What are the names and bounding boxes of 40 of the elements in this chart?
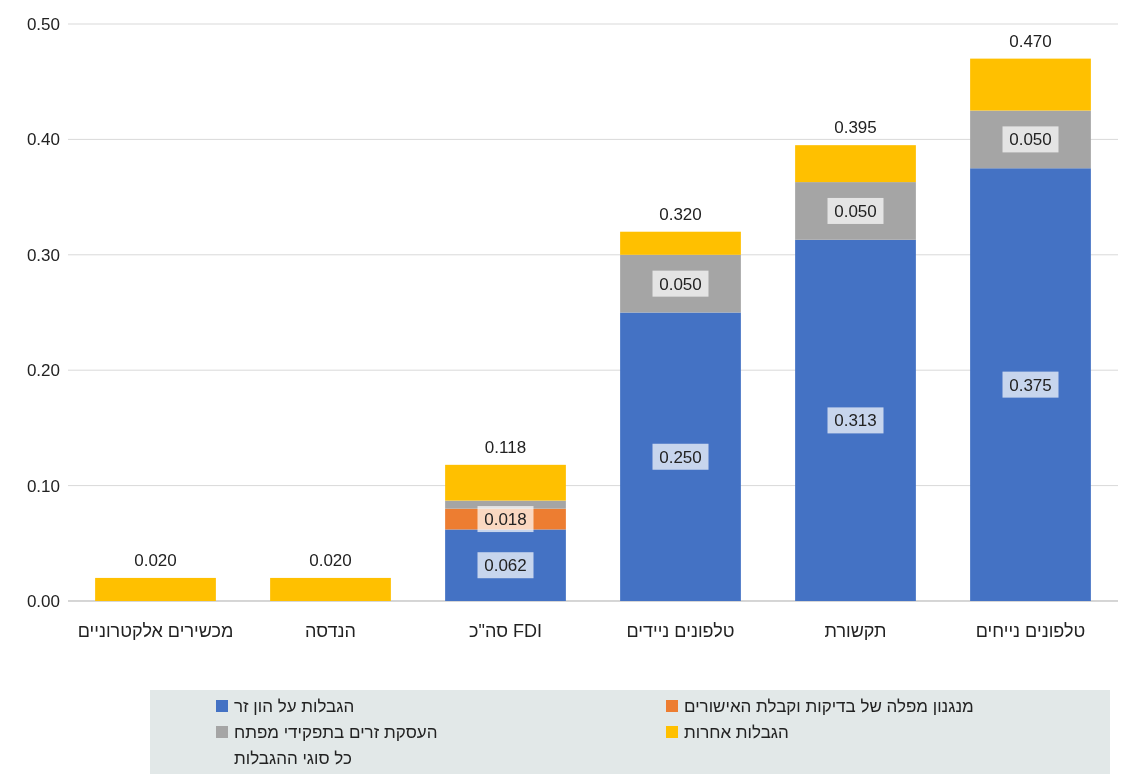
data-label: 0.018 xyxy=(484,510,527,530)
bar xyxy=(620,312,741,601)
bar xyxy=(95,577,216,601)
total-label: 0.020 xyxy=(134,550,177,570)
y-tick-label: 0.40 xyxy=(26,130,60,150)
total-label: 0.395 xyxy=(834,118,877,138)
data-label: 0.050 xyxy=(659,274,702,294)
y-tick-label: 0.20 xyxy=(26,361,60,381)
bar xyxy=(620,231,741,255)
y-tick-label: 0.10 xyxy=(26,476,60,496)
data-label: 0.062 xyxy=(484,556,527,576)
data-label: 0.250 xyxy=(659,447,702,467)
legend-label: העסקת זרים בתפקידי מפתח xyxy=(234,723,438,742)
y-tick-label: 0.00 xyxy=(26,592,60,611)
bar xyxy=(795,145,916,183)
bar xyxy=(270,577,391,601)
legend-label: הגבלות אחרות xyxy=(684,723,789,742)
x-tick-label: סה"כ FDI xyxy=(469,621,542,641)
data-label: 0.050 xyxy=(1009,130,1052,150)
legend-label: מנגנון מפלה של בדיקות וקבלת האישורים xyxy=(684,697,974,716)
bar xyxy=(970,58,1091,111)
total-label: 0.020 xyxy=(309,550,352,570)
x-tick-label: טלפונים ניידים xyxy=(626,621,735,641)
legend-label: הגבלות על הון זר xyxy=(234,697,355,716)
x-tick-label: טלפונים נייחים xyxy=(975,621,1086,641)
total-label: 0.118 xyxy=(484,437,527,457)
y-tick-label: 0.50 xyxy=(26,15,60,34)
text: כל סוגי ההגבלות xyxy=(234,749,352,768)
bar xyxy=(970,168,1091,601)
x-tick-label: הנדסה xyxy=(305,621,356,641)
data-label: 0.375 xyxy=(1009,375,1052,395)
y-tick-label: 0.30 xyxy=(26,245,60,265)
total-label: 0.470 xyxy=(1009,31,1052,51)
x-tick-label: מכשירים אלקטרוניים xyxy=(77,621,234,641)
bar xyxy=(445,464,566,501)
total-label: 0.320 xyxy=(659,204,702,224)
x-tick-label: תקשורת xyxy=(824,621,887,641)
data-label: 0.313 xyxy=(834,411,877,431)
bar xyxy=(795,239,916,601)
data-label: 0.050 xyxy=(834,201,877,221)
